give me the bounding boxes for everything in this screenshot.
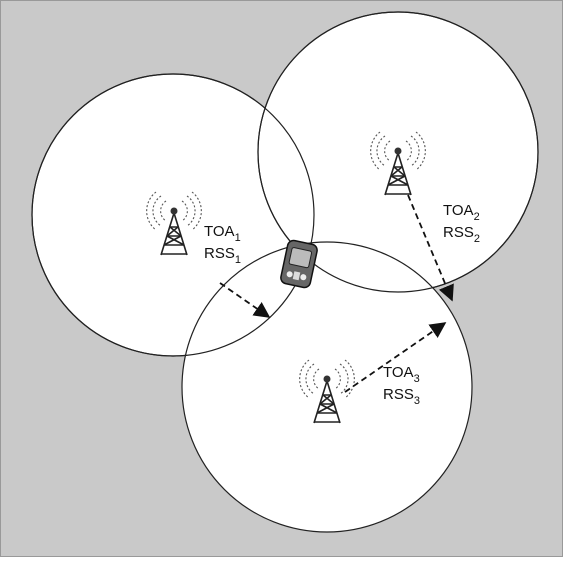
label-base: RSS	[443, 224, 474, 241]
label-subscript: 2	[474, 211, 480, 223]
coverage-circle	[182, 242, 472, 532]
label-base: TOA	[204, 223, 235, 240]
label-base: RSS	[204, 245, 235, 262]
label-base: RSS	[383, 386, 414, 403]
label-subscript: 3	[414, 373, 420, 385]
label-subscript: 1	[235, 232, 241, 244]
label-subscript: 2	[474, 233, 480, 245]
diagram: TOA1RSS1TOA2RSS2TOA3RSS3	[0, 0, 563, 557]
label-subscript: 1	[235, 254, 241, 266]
label-subscript: 3	[414, 395, 420, 407]
label-base: TOA	[383, 364, 414, 381]
label-base: TOA	[443, 202, 474, 219]
